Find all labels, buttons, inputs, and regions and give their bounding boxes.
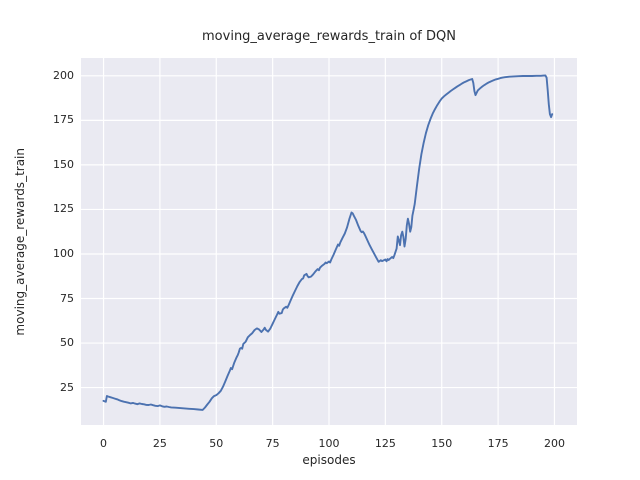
chart-title: moving_average_rewards_train of DQN: [202, 29, 456, 44]
x-tick-label: 125: [374, 437, 396, 450]
y-tick-label: 175: [53, 113, 74, 127]
x-tick-label: 150: [431, 437, 453, 450]
x-tick-label: 100: [318, 437, 340, 450]
dqn-reward-line: [102, 74, 554, 411]
y-axis-label-container: moving_average_rewards_train: [13, 58, 27, 425]
y-tick-label: 75: [60, 291, 74, 305]
y-tick-label: 125: [53, 202, 74, 216]
x-tick-label: 175: [487, 437, 509, 450]
x-tick-label: 75: [265, 437, 280, 450]
y-tick-label: 50: [60, 336, 74, 350]
x-tick-label: 25: [152, 437, 167, 450]
y-axis-label: moving_average_rewards_train: [13, 147, 27, 336]
x-tick-label: 200: [543, 437, 565, 450]
x-tick-label: 50: [209, 437, 224, 450]
x-tick-label: 0: [100, 437, 108, 450]
y-tick-label: 150: [53, 157, 74, 171]
y-tick-label: 200: [53, 68, 74, 82]
x-axis-label: episodes: [302, 453, 356, 467]
y-tick-label: 25: [60, 380, 74, 394]
y-tick-label: 100: [53, 246, 74, 260]
